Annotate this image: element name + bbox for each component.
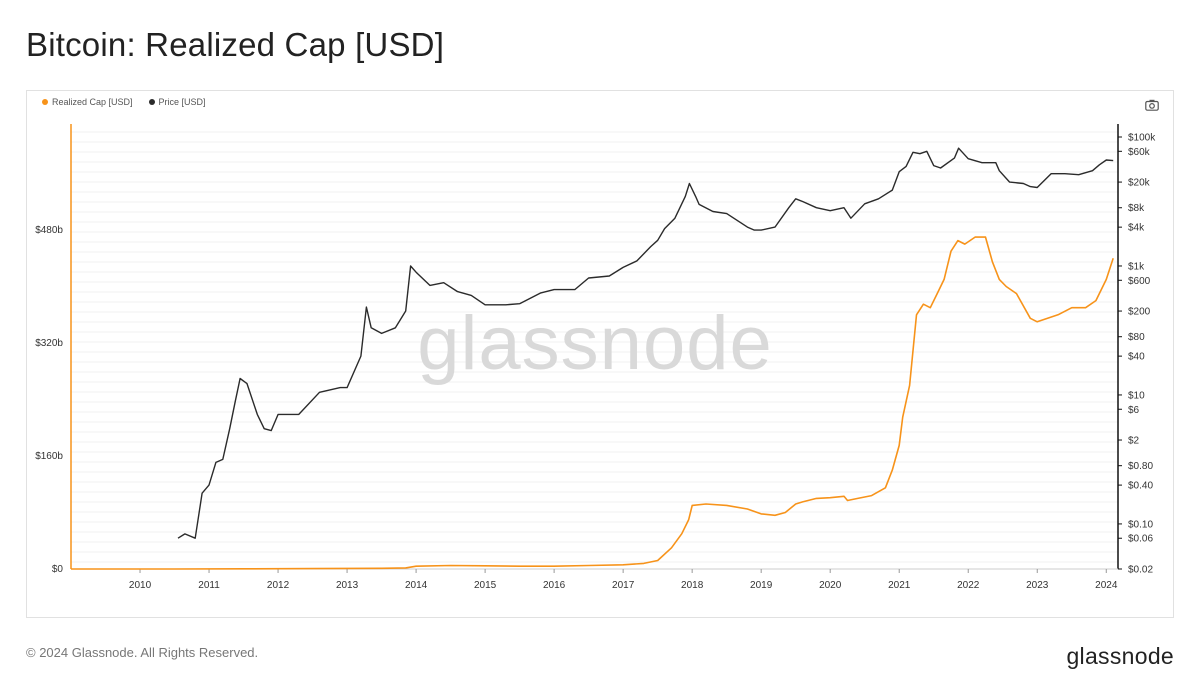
right-tick-label: $0.02 xyxy=(1128,565,1153,576)
x-tick-label: 2016 xyxy=(543,580,566,591)
chart-panel: Realized Cap [USD] Price [USD] glassnode… xyxy=(26,90,1174,618)
grid xyxy=(71,131,1118,563)
watermark: glassnode xyxy=(417,301,773,386)
price-line xyxy=(177,147,1114,539)
left-tick-label: $0 xyxy=(52,564,64,575)
x-tick-label: 2011 xyxy=(198,580,220,591)
x-tick-label: 2022 xyxy=(957,580,980,591)
legend: Realized Cap [USD] Price [USD] xyxy=(42,97,206,107)
realized-cap-line xyxy=(71,236,1114,570)
x-tick-label: 2020 xyxy=(819,580,842,591)
right-tick-label: $10 xyxy=(1128,390,1145,401)
x-tick-label: 2018 xyxy=(681,580,704,591)
right-tick-label: $0.10 xyxy=(1128,519,1153,530)
legend-marker-price xyxy=(148,99,155,105)
left-tick-label: $160b xyxy=(35,451,63,462)
x-tick-label: 2010 xyxy=(129,580,152,591)
right-tick-label: $8k xyxy=(1128,203,1145,214)
right-tick-label: $20k xyxy=(1128,178,1151,189)
right-tick-label: $600 xyxy=(1128,276,1151,287)
right-tick-label: $4k xyxy=(1128,223,1145,234)
x-tick-label: 2013 xyxy=(336,580,359,591)
glassnode-logo[interactable]: glassnode xyxy=(1066,643,1174,669)
legend-item-price[interactable]: Price [USD] xyxy=(148,97,206,107)
left-tick-label: $320b xyxy=(35,338,63,349)
x-tick-label: 2019 xyxy=(750,580,773,591)
x-tick-label: 2024 xyxy=(1095,580,1118,591)
legend-label-realized-cap: Realized Cap [USD] xyxy=(52,97,133,107)
right-tick-label: $0.80 xyxy=(1128,461,1153,472)
x-tick-label: 2014 xyxy=(405,580,428,591)
right-tick-label: $2 xyxy=(1128,436,1140,447)
legend-marker-realized-cap xyxy=(42,99,48,105)
right-tick-label: $6 xyxy=(1128,405,1140,416)
right-tick-label: $200 xyxy=(1128,307,1151,318)
copyright-text: © 2024 Glassnode. All Rights Reserved. xyxy=(26,645,259,660)
right-tick-label: $100k xyxy=(1128,133,1156,144)
page-title: Bitcoin: Realized Cap [USD] xyxy=(26,26,445,63)
right-tick-label: $80 xyxy=(1128,332,1145,343)
right-tick-label: $0.06 xyxy=(1128,534,1153,545)
x-tick-label: 2012 xyxy=(267,580,290,591)
camera-icon[interactable] xyxy=(1145,99,1159,111)
x-tick-label: 2021 xyxy=(888,580,911,591)
right-tick-label: $0.40 xyxy=(1128,481,1153,492)
x-tick-label: 2015 xyxy=(474,580,497,591)
right-tick-label: $60k xyxy=(1128,147,1151,158)
right-tick-label: $40 xyxy=(1128,352,1145,363)
chart-svg: glassnode $0 $160b $320b $480b $0.02 $0.06 $0.1… xyxy=(35,124,1156,591)
left-tick-label: $480b xyxy=(35,225,63,236)
legend-label-price: Price [USD] xyxy=(158,97,206,107)
right-tick-label: $1k xyxy=(1128,261,1145,272)
x-tick-label: 2023 xyxy=(1026,580,1049,591)
x-tick-label: 2017 xyxy=(612,580,635,591)
legend-item-realized-cap[interactable]: Realized Cap [USD] xyxy=(42,97,133,107)
